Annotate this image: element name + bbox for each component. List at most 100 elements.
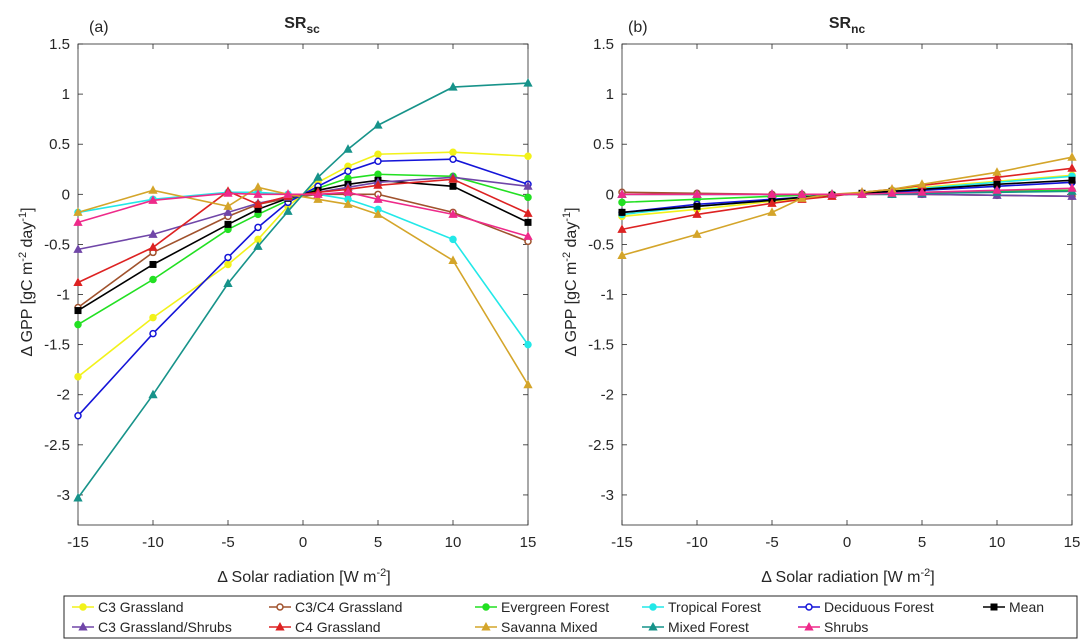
x-tick-label-a: -5 bbox=[221, 534, 234, 551]
legend-label: Savanna Mixed bbox=[501, 619, 598, 635]
ylabel-a-pre: Δ GPP [gC m bbox=[19, 262, 36, 357]
xlabel-b-pre: Δ Solar radiation [W m bbox=[761, 569, 920, 586]
data-point-mixed-forest bbox=[223, 278, 233, 287]
x-tick-label-b: -15 bbox=[611, 534, 633, 551]
y-tick-label-b: -1 bbox=[601, 287, 614, 304]
y-tick-label-b: -2.5 bbox=[588, 437, 614, 454]
data-point-savanna-mixed bbox=[692, 229, 702, 238]
data-point-c4-grassland bbox=[448, 174, 458, 183]
data-point-shrubs bbox=[917, 187, 927, 196]
xlabel-a-sup: -2 bbox=[376, 567, 386, 579]
legend-item-c4-grassland: C4 Grassland bbox=[269, 619, 381, 635]
data-point-c4-grassland bbox=[1067, 163, 1077, 172]
axes-box-b bbox=[621, 43, 1073, 526]
legend-marker bbox=[804, 621, 814, 631]
data-point-shrubs bbox=[283, 189, 293, 198]
y-tick-label-a: -1 bbox=[57, 287, 70, 304]
x-tick-label-b: -5 bbox=[765, 534, 778, 551]
data-point-mixed-forest bbox=[448, 82, 458, 91]
data-point-shrubs bbox=[343, 187, 353, 196]
ylabel-b: Δ GPP [gC m-2 day-1] bbox=[561, 207, 580, 356]
panel-a: (a) SRsc -15 -10 -5 0 5 10 15-3-2.5-2-1.5-1-0.… bbox=[17, 15, 536, 586]
y-tick-label-b: 1.5 bbox=[593, 36, 614, 53]
panel-b-title: SRnc bbox=[829, 15, 866, 36]
data-point-shrubs bbox=[313, 189, 323, 198]
data-point-c3-grassland bbox=[74, 372, 82, 381]
data-point-mixed-forest bbox=[373, 120, 383, 129]
data-point-tropical-forest bbox=[449, 235, 457, 244]
data-point-c3-grassland-shrubs bbox=[523, 181, 533, 190]
x-tick-label-a: -15 bbox=[67, 534, 89, 551]
data-point-savanna-mixed bbox=[343, 199, 353, 208]
data-point-shrubs bbox=[797, 189, 807, 198]
legend-label: Tropical Forest bbox=[668, 599, 761, 615]
data-point-savanna-mixed bbox=[1067, 152, 1077, 161]
panel-a-title: SRsc bbox=[284, 15, 320, 36]
xlabel-a-post: ] bbox=[386, 569, 390, 586]
y-tick-label-a: -1.5 bbox=[44, 337, 70, 354]
xlabel-a: Δ Solar radiation [W m-2] bbox=[217, 567, 390, 586]
legend-marker bbox=[482, 603, 490, 611]
x-tick-label-b: 10 bbox=[989, 534, 1006, 551]
y-tick-label-a: -2.5 bbox=[44, 437, 70, 454]
legend-marker bbox=[648, 621, 658, 631]
legend-marker bbox=[78, 621, 88, 631]
series-shrubs-b bbox=[617, 183, 1077, 198]
y-tick-label-b: -2 bbox=[601, 387, 614, 404]
data-point-shrubs bbox=[617, 189, 627, 198]
data-point-mean bbox=[74, 307, 82, 315]
legend-label: C3 Grassland/Shrubs bbox=[98, 619, 232, 635]
data-point-deciduous-forest bbox=[344, 167, 352, 176]
legend-item-c3-c4-grassland: C3/C4 Grassland bbox=[269, 599, 402, 615]
data-point-savanna-mixed bbox=[617, 250, 627, 259]
data-point-mixed-forest bbox=[283, 206, 293, 215]
data-point-deciduous-forest bbox=[449, 155, 457, 163]
data-point-mixed-forest bbox=[253, 241, 263, 250]
y-tick-label-a: -2 bbox=[57, 387, 70, 404]
ylabel-b-sup1: -2 bbox=[561, 252, 573, 262]
y-tick-label-a: 1 bbox=[62, 86, 70, 103]
data-point-shrubs bbox=[373, 194, 383, 203]
data-point-evergreen-forest bbox=[618, 198, 626, 207]
data-point-savanna-mixed bbox=[523, 379, 533, 389]
data-point-shrubs bbox=[253, 189, 263, 198]
ylabel-a-mid: day bbox=[19, 222, 36, 252]
plot-area-a: -15 -10 -5 0 5 10 15 -3 -2.5 -2 -1.5 -1 -0.5 0 0.5 1 1.5 bbox=[44, 36, 536, 551]
legend-item-shrubs: Shrubs bbox=[798, 619, 868, 635]
data-point-c3-grassland bbox=[374, 150, 382, 158]
series-line-savanna-mixed bbox=[621, 156, 1073, 257]
legend: C3 Grassland C3/C4 Grassland Evergreen For… bbox=[63, 595, 1078, 639]
data-point-shrubs bbox=[73, 217, 83, 226]
data-point-mixed-forest bbox=[148, 389, 158, 399]
y-tick-label-b: 1 bbox=[606, 86, 614, 103]
data-point-evergreen-forest bbox=[374, 170, 382, 179]
data-point-mean bbox=[524, 218, 532, 226]
y-tick-label-a: -0.5 bbox=[44, 236, 70, 253]
data-point-c4-grassland bbox=[992, 172, 1002, 181]
legend-label: Mixed Forest bbox=[668, 619, 749, 635]
y-tick-label-a: 1.5 bbox=[49, 36, 70, 53]
y-tick-label-b: -1.5 bbox=[588, 337, 614, 354]
data-point-mixed-forest bbox=[313, 172, 323, 181]
data-point-shrubs bbox=[827, 189, 837, 198]
legend-marker bbox=[276, 603, 284, 611]
data-point-c3-grassland bbox=[149, 313, 157, 322]
data-point-mean bbox=[449, 182, 457, 190]
legend-item-c3-grassland: C3 Grassland bbox=[72, 599, 184, 615]
data-point-deciduous-forest bbox=[149, 329, 157, 338]
x-tick-label-a: 5 bbox=[374, 534, 382, 551]
series-savanna-mixed-a bbox=[73, 182, 533, 389]
data-point-shrubs bbox=[887, 188, 897, 197]
data-point-mean bbox=[149, 260, 157, 268]
data-point-evergreen-forest bbox=[344, 174, 352, 183]
data-point-shrubs bbox=[992, 185, 1002, 194]
data-point-c3-grassland-shrubs bbox=[1067, 191, 1077, 200]
series-line-savanna-mixed bbox=[77, 186, 529, 386]
data-point-shrubs bbox=[1067, 183, 1077, 192]
ylabel-a-post: ] bbox=[19, 207, 36, 211]
series-line-shrubs bbox=[622, 187, 1073, 196]
data-point-mean bbox=[693, 202, 701, 210]
y-tick-label-b: -3 bbox=[601, 487, 614, 504]
data-point-c4-grassland bbox=[373, 180, 383, 189]
